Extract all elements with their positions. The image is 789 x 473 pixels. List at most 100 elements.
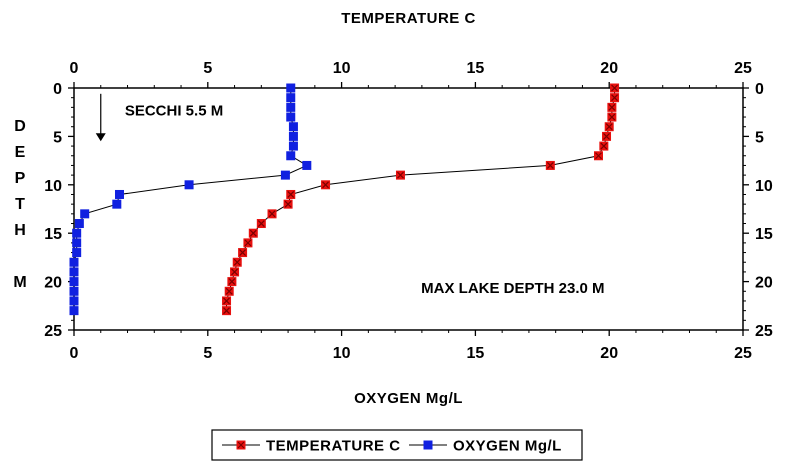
- data-point: [321, 180, 331, 190]
- secchi-label: SECCHI 5.5 M: [125, 103, 223, 120]
- data-point: [69, 257, 79, 267]
- data-point: [286, 151, 296, 161]
- data-point: [238, 248, 248, 258]
- y-right-tick-label: 15: [755, 226, 773, 243]
- data-point: [69, 286, 79, 296]
- x-axis-title-temperature: TEMPERATURE C: [341, 10, 476, 27]
- y-axis-title-depth: DEPTH M: [13, 118, 26, 291]
- x-bottom-tick-label: 20: [600, 345, 618, 362]
- data-point: [602, 131, 612, 141]
- data-point: [288, 131, 298, 141]
- data-point: [112, 199, 122, 209]
- data-point: [114, 189, 124, 199]
- secchi-indicator: SECCHI 5.5 M: [95, 93, 223, 142]
- series-oxygen: [69, 83, 312, 316]
- data-point: [69, 267, 79, 277]
- x-bottom-tick-label: 10: [333, 345, 351, 362]
- x-top-tick-label: 15: [467, 60, 485, 77]
- y-left-tick-label: 20: [44, 275, 62, 292]
- x-top-tick-label: 20: [600, 60, 618, 77]
- y-left-tick-label: 25: [44, 323, 62, 340]
- data-point: [280, 170, 290, 180]
- data-point: [72, 228, 82, 238]
- data-point: [593, 151, 603, 161]
- data-point: [599, 141, 609, 151]
- y-right-tick-label: 0: [755, 81, 764, 98]
- data-point: [604, 122, 614, 132]
- legend-label: TEMPERATURE C: [266, 438, 401, 455]
- legend-label: OXYGEN Mg/L: [453, 438, 562, 455]
- data-point: [230, 267, 240, 277]
- data-point: [72, 238, 82, 248]
- data-point: [80, 209, 90, 219]
- series-temperature: [222, 83, 620, 316]
- y-right-tick-label: 25: [755, 323, 773, 340]
- data-point: [248, 228, 258, 238]
- data-point: [286, 112, 296, 122]
- legend-marker: [236, 440, 246, 450]
- data-point: [286, 93, 296, 103]
- legend-box: [211, 429, 583, 461]
- legend: TEMPERATURE C OXYGEN Mg/L: [211, 429, 583, 461]
- data-point: [288, 141, 298, 151]
- y-left-tick-label: 5: [53, 129, 62, 146]
- data-point: [72, 248, 82, 258]
- y-left-tick-label: 10: [44, 178, 62, 195]
- data-point: [256, 219, 266, 229]
- data-point: [286, 189, 296, 199]
- data-point: [610, 83, 620, 93]
- data-point: [224, 286, 234, 296]
- y-axis-title-letter: H: [14, 222, 26, 239]
- data-point: [286, 83, 296, 93]
- x-top-tick-label: 10: [333, 60, 351, 77]
- data-point: [232, 257, 242, 267]
- data-point: [74, 219, 84, 229]
- x-bottom-tick-label: 25: [734, 345, 752, 362]
- y-right-tick-label: 5: [755, 129, 764, 146]
- y-left-tick-label: 15: [44, 226, 62, 243]
- y-axis-title-letter: D: [14, 118, 26, 135]
- data-point: [607, 102, 617, 112]
- y-axis-title-letter: P: [15, 170, 26, 187]
- data-point: [288, 122, 298, 132]
- data-point: [267, 209, 277, 219]
- data-point: [69, 277, 79, 287]
- data-point: [222, 306, 232, 316]
- data-point: [222, 296, 232, 306]
- data-point: [610, 93, 620, 103]
- x-top-tick-label: 5: [203, 60, 212, 77]
- series-line: [73, 88, 308, 311]
- x-top-tick-label: 0: [70, 60, 79, 77]
- x-bottom-tick-label: 0: [70, 345, 79, 362]
- y-right-tick-label: 20: [755, 275, 773, 292]
- data-point: [283, 199, 293, 209]
- x-top-tick-label: 25: [734, 60, 752, 77]
- legend-item: TEMPERATURE C: [222, 438, 401, 455]
- max-depth-annotation: MAX LAKE DEPTH 23.0 M: [421, 280, 604, 297]
- data-point: [243, 238, 253, 248]
- y-axis-title-letter: T: [15, 196, 25, 213]
- tick-marks: [68, 82, 749, 336]
- legend-marker: [423, 440, 433, 450]
- legend-item: OXYGEN Mg/L: [409, 438, 562, 455]
- y-axis-title-letter: E: [15, 144, 26, 161]
- data-point: [545, 160, 555, 170]
- plot-area-frame: [73, 87, 744, 331]
- series-line: [226, 88, 616, 311]
- data-point: [607, 112, 617, 122]
- data-point: [286, 102, 296, 112]
- data-point: [395, 170, 405, 180]
- data-point: [69, 296, 79, 306]
- secchi-arrow-head: [95, 133, 106, 142]
- series-layer: [69, 83, 620, 316]
- y-left-tick-label: 0: [53, 81, 62, 98]
- x-bottom-tick-label: 15: [467, 345, 485, 362]
- data-point: [227, 277, 237, 287]
- data-point: [69, 306, 79, 316]
- x-bottom-tick-label: 5: [203, 345, 212, 362]
- x-axis-title-oxygen: OXYGEN Mg/L: [354, 390, 463, 407]
- data-point: [184, 180, 194, 190]
- data-point: [302, 160, 312, 170]
